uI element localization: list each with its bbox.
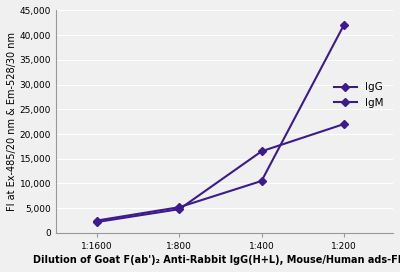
Line: IgM: IgM: [94, 121, 346, 225]
Line: IgG: IgG: [94, 23, 346, 223]
IgM: [259, 150, 264, 153]
Y-axis label: FI at Ex-485/20 nm & Em-528/30 nm: FI at Ex-485/20 nm & Em-528/30 nm: [7, 32, 17, 211]
IgM: [177, 208, 182, 211]
IgG: [341, 24, 346, 27]
IgM: [341, 122, 346, 126]
Legend: IgG, IgM: IgG, IgM: [330, 78, 388, 112]
IgG: [95, 219, 100, 222]
X-axis label: Dilution of Goat F(ab')₂ Anti-Rabbit IgG(H+L), Mouse/Human ads-FITC: Dilution of Goat F(ab')₂ Anti-Rabbit IgG…: [34, 255, 400, 265]
IgM: [95, 220, 100, 224]
IgG: [259, 179, 264, 183]
IgG: [177, 206, 182, 209]
